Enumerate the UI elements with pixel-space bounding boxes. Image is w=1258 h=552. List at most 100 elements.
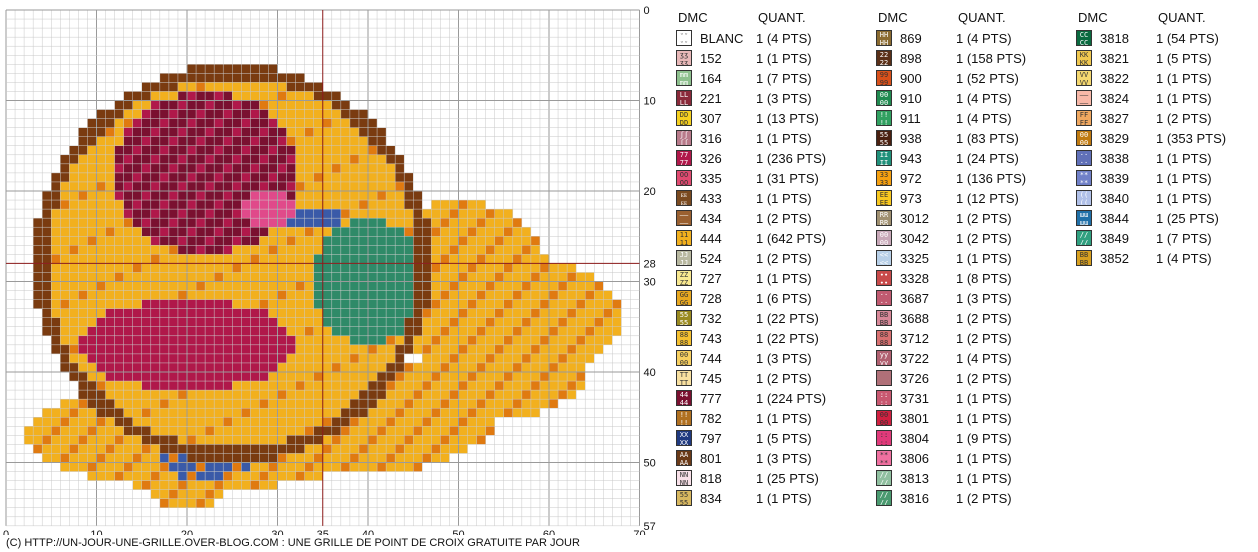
stitch-cell (404, 344, 414, 354)
stitch-cell (467, 417, 477, 427)
stitch-cell (241, 372, 251, 382)
thread-code: 3816 (900, 491, 929, 506)
thread-swatch: KK KK (1076, 50, 1092, 66)
stitch-cell (241, 390, 251, 400)
stitch-cell (539, 344, 549, 354)
stitch-cell (422, 372, 432, 382)
stitch-cell (87, 308, 97, 318)
swatch-symbol: ZZ (679, 271, 689, 279)
stitch-cell (259, 200, 269, 210)
stitch-cell (304, 118, 314, 128)
stitch-cell (259, 172, 269, 182)
stitch-cell (304, 172, 314, 182)
stitch-cell (168, 172, 178, 182)
stitch-cell (340, 417, 350, 427)
stitch-cell (449, 281, 459, 291)
stitch-cell (386, 181, 396, 191)
legend-row: VV VV 3822 1 (1 PTS) (1076, 68, 1256, 88)
stitch-cell (485, 426, 495, 436)
stitch-cell (87, 408, 97, 418)
stitch-cell (214, 444, 224, 454)
stitch-cell (322, 372, 332, 382)
stitch-cell (286, 290, 296, 300)
stitch-cell (159, 154, 169, 164)
thread-swatch: :::: (876, 390, 892, 406)
stitch-cell (132, 181, 142, 191)
stitch-cell (440, 299, 450, 309)
stitch-cell (132, 109, 142, 119)
stitch-cell (340, 100, 350, 110)
stitch-cell (241, 254, 251, 264)
stitch-cell (250, 408, 260, 418)
stitch-cell (141, 444, 151, 454)
stitch-cell (87, 163, 97, 173)
stitch-cell (250, 426, 260, 436)
stitch-cell (368, 326, 378, 336)
stitch-cell (187, 308, 197, 318)
stitch-cell (277, 362, 287, 372)
thread-quantity: 1 (25 PTS) (1156, 211, 1219, 226)
stitch-cell (304, 127, 314, 137)
legend-row: XX XX 797 1 (5 PTS) (676, 428, 856, 448)
stitch-cell (168, 245, 178, 255)
stitch-cell (168, 181, 178, 191)
stitch-cell (187, 100, 197, 110)
swatch-symbol: ʒʒ (679, 59, 689, 66)
stitch-cell (33, 426, 43, 436)
stitch-cell (205, 263, 215, 273)
stitch-cell (223, 245, 233, 255)
stitch-cell (33, 435, 43, 445)
stitch-cell (42, 254, 52, 264)
stitch-cell (277, 191, 287, 201)
stitch-cell (386, 218, 396, 228)
stitch-cell (395, 353, 405, 363)
legend-row: ////3816 1 (2 PTS) (876, 488, 1056, 508)
thread-quantity: 1 (2 PTS) (1156, 111, 1212, 126)
stitch-cell (250, 299, 260, 309)
stitch-cell (349, 118, 359, 128)
stitch-cell (440, 290, 450, 300)
swatch-symbol: II (879, 151, 889, 159)
thread-code: 444 (700, 231, 722, 246)
stitch-cell (159, 308, 169, 318)
stitch-cell (340, 281, 350, 291)
stitch-cell (549, 353, 559, 363)
stitch-cell (250, 73, 260, 83)
x-axis-label: 10 (90, 529, 102, 535)
stitch-cell (96, 399, 106, 409)
stitch-cell (576, 344, 586, 354)
stitch-cell (60, 218, 70, 228)
stitch-cell (232, 263, 242, 273)
stitch-cell (440, 353, 450, 363)
stitch-cell (69, 426, 79, 436)
stitch-cell (313, 372, 323, 382)
stitch-cell (259, 145, 269, 155)
stitch-cell (232, 136, 242, 146)
stitch-cell (440, 435, 450, 445)
stitch-cell (521, 263, 531, 273)
stitch-cell (395, 308, 405, 318)
stitch-cell (51, 453, 61, 463)
stitch-cell (313, 390, 323, 400)
stitch-cell (576, 272, 586, 282)
stitch-cell (368, 308, 378, 318)
stitch-cell (232, 290, 242, 300)
thread-swatch: TT TT (676, 370, 692, 386)
stitch-cell (259, 362, 269, 372)
stitch-cell (585, 272, 595, 282)
stitch-cell (268, 471, 278, 481)
stitch-cell (340, 372, 350, 382)
stitch-cell (458, 444, 468, 454)
thread-code: 782 (700, 411, 722, 426)
stitch-cell (358, 227, 368, 237)
legend-row: ·· ·· 3687 1 (3 PTS) (876, 288, 1056, 308)
stitch-cell (187, 326, 197, 336)
stitch-cell (395, 191, 405, 201)
legend-row: HH HH 869 1 (4 PTS) (876, 28, 1056, 48)
stitch-cell (304, 462, 314, 472)
x-axis-label: 60 (543, 529, 555, 535)
stitch-cell (141, 254, 151, 264)
swatch-symbol: ∙∙ (879, 279, 889, 286)
stitch-cell (141, 362, 151, 372)
thread-swatch: << << (876, 250, 892, 266)
